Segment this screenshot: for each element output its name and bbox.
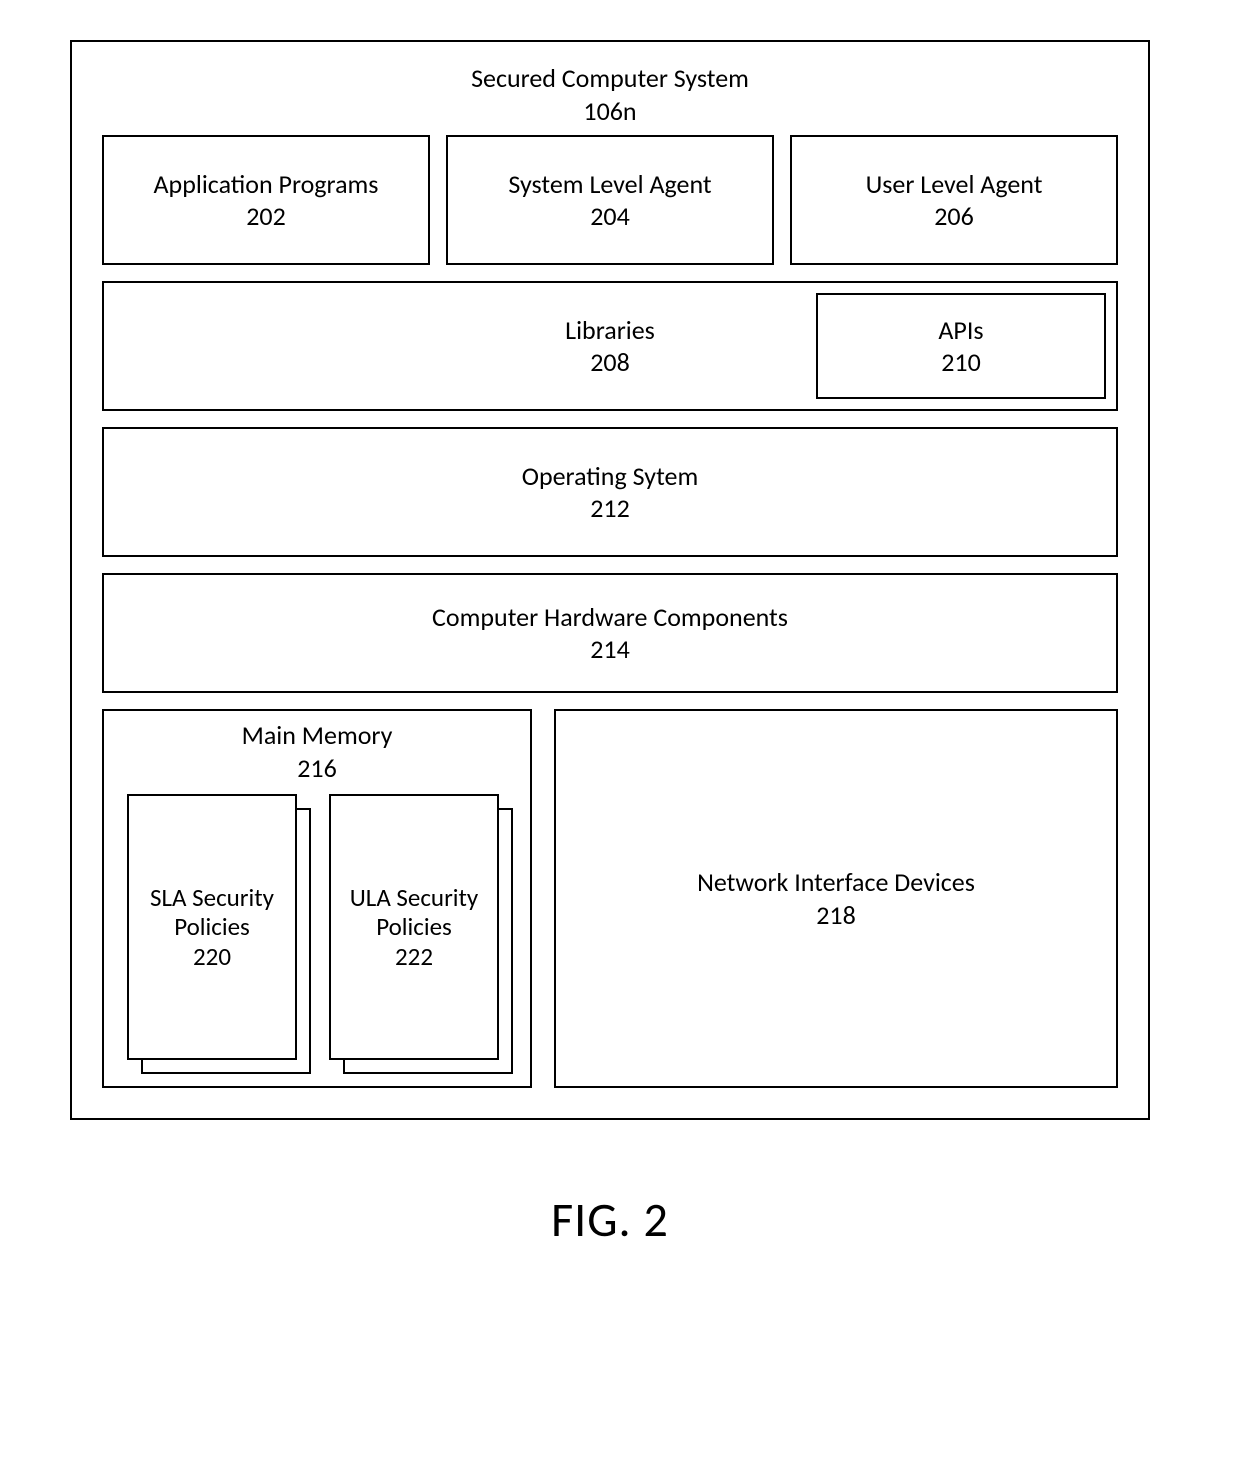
libraries-box: Libraries 208 APIs 210	[102, 281, 1118, 411]
figure-label: FIG. 2	[70, 1190, 1150, 1249]
nic-ref: 218	[816, 899, 856, 931]
app-programs-ref: 202	[246, 200, 286, 232]
figure-label-text: FIG. 2	[551, 1190, 669, 1249]
nic-label: Network Interface Devices	[697, 866, 975, 898]
main-memory-box: Main Memory 216 SLA Security Policies 22…	[102, 709, 532, 1088]
ula-pol-l2: Policies	[376, 911, 452, 942]
libraries-ref: 208	[590, 346, 630, 378]
operating-system-box: Operating Sytem 212	[102, 427, 1118, 557]
mm-ref: 216	[297, 752, 337, 784]
sla-ref: 204	[590, 200, 630, 232]
sla-label: System Level Agent	[508, 168, 711, 200]
apis-label: APIs	[938, 314, 983, 346]
os-label: Operating Sytem	[522, 460, 698, 492]
ula-pol-l1: ULA Security	[350, 882, 478, 913]
system-title-line2: 106n	[583, 95, 636, 127]
mm-label: Main Memory	[242, 719, 393, 751]
row-os: Operating Sytem 212	[102, 427, 1118, 557]
system-level-agent-box: System Level Agent 204	[446, 135, 774, 265]
row-top-apps-agents: Application Programs 202 System Level Ag…	[102, 135, 1118, 265]
user-level-agent-box: User Level Agent 206	[790, 135, 1118, 265]
ula-label: User Level Agent	[866, 168, 1043, 200]
system-title-line1: Secured Computer System	[471, 62, 749, 94]
apis-ref: 210	[941, 346, 981, 378]
row-memory-nic: Main Memory 216 SLA Security Policies 22…	[102, 709, 1118, 1088]
app-programs-label: Application Programs	[154, 168, 379, 200]
network-interface-devices-box: Network Interface Devices 218	[554, 709, 1118, 1088]
sla-pol-l2: Policies	[174, 911, 250, 942]
sla-policies-front-card: SLA Security Policies 220	[127, 794, 297, 1060]
hw-ref: 214	[590, 633, 630, 665]
row-hardware: Computer Hardware Components 214	[102, 573, 1118, 693]
apis-box: APIs 210	[816, 293, 1106, 399]
application-programs-box: Application Programs 202	[102, 135, 430, 265]
secured-computer-system-frame: Secured Computer System 106n Application…	[70, 40, 1150, 1120]
ula-security-policies-stack: ULA Security Policies 222	[329, 794, 507, 1068]
system-title: Secured Computer System 106n	[102, 62, 1118, 127]
main-memory-policies-row: SLA Security Policies 220 ULA Security P…	[116, 794, 518, 1068]
ula-ref: 206	[934, 200, 974, 232]
main-memory-title: Main Memory 216	[242, 719, 393, 784]
os-ref: 212	[590, 492, 630, 524]
sla-security-policies-stack: SLA Security Policies 220	[127, 794, 305, 1068]
libraries-label: Libraries	[565, 314, 655, 346]
row-libraries: Libraries 208 APIs 210	[102, 281, 1118, 411]
hardware-components-box: Computer Hardware Components 214	[102, 573, 1118, 693]
sla-pol-l1: SLA Security	[150, 882, 274, 913]
hw-label: Computer Hardware Components	[432, 601, 788, 633]
ula-pol-ref: 222	[395, 941, 433, 972]
sla-pol-ref: 220	[193, 941, 231, 972]
ula-policies-front-card: ULA Security Policies 222	[329, 794, 499, 1060]
